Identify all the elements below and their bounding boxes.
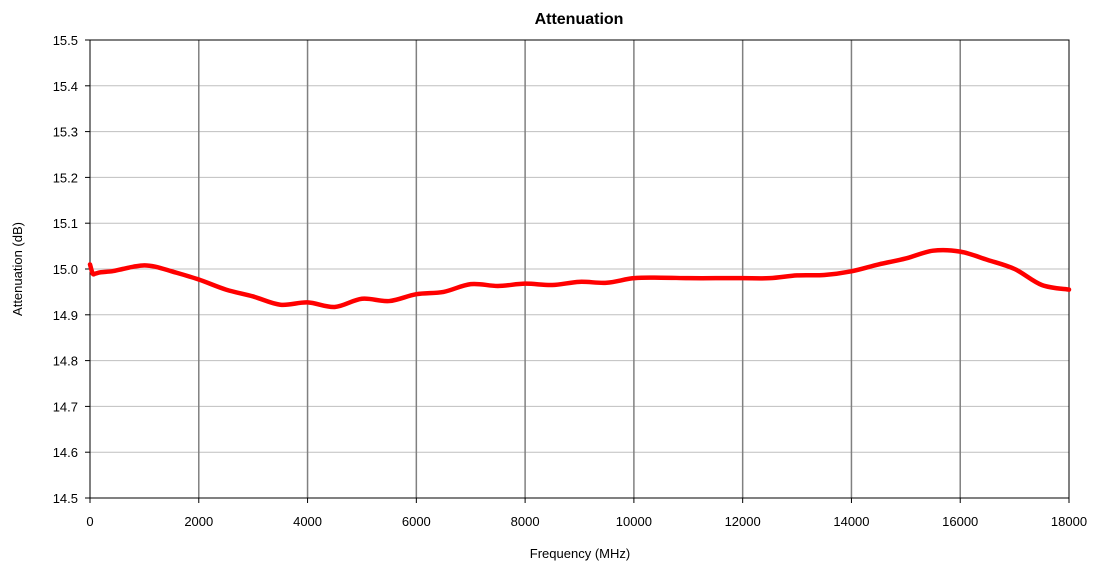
y-tick-label: 15.3 <box>53 125 78 140</box>
y-gridlines <box>90 85 1069 453</box>
x-gridlines <box>198 40 961 498</box>
y-tick-label: 15.2 <box>53 170 78 185</box>
y-tick-label: 15.1 <box>53 216 78 231</box>
x-tick-label: 8000 <box>511 514 540 529</box>
x-axis-ticks: 0 2000 4000 6000 8000 10000 12000 14000 16000 180… <box>86 498 1087 529</box>
x-tick-label: 14000 <box>833 514 869 529</box>
x-tick-label: 16000 <box>942 514 978 529</box>
x-tick-label: 18000 <box>1051 514 1087 529</box>
y-tick-label: 15.5 <box>53 33 78 48</box>
x-tick-label: 12000 <box>725 514 761 529</box>
y-tick-label: 14.7 <box>53 399 78 414</box>
chart-title: Attenuation <box>535 11 624 28</box>
y-axis-ticks: 14.5 14.6 14.7 14.8 14.9 15.0 15.1 15.2 15.3 15.4… <box>53 33 90 506</box>
y-tick-label: 14.8 <box>53 354 78 369</box>
y-tick-label: 14.5 <box>53 491 78 506</box>
x-tick-label: 0 <box>86 514 93 529</box>
y-tick-label: 15.0 <box>53 262 78 277</box>
attenuation-series-line <box>87 247 1072 310</box>
x-tick-label: 4000 <box>293 514 322 529</box>
x-tick-label: 10000 <box>616 514 652 529</box>
series-layer <box>87 247 1072 310</box>
x-tick-label: 2000 <box>184 514 213 529</box>
x-tick-label: 6000 <box>402 514 431 529</box>
y-tick-label: 15.4 <box>53 79 78 94</box>
x-axis-title: Frequency (MHz) <box>530 546 630 561</box>
y-tick-label: 14.6 <box>53 445 78 460</box>
y-axis-title: Attenuation (dB) <box>10 222 25 316</box>
y-tick-label: 14.9 <box>53 308 78 323</box>
